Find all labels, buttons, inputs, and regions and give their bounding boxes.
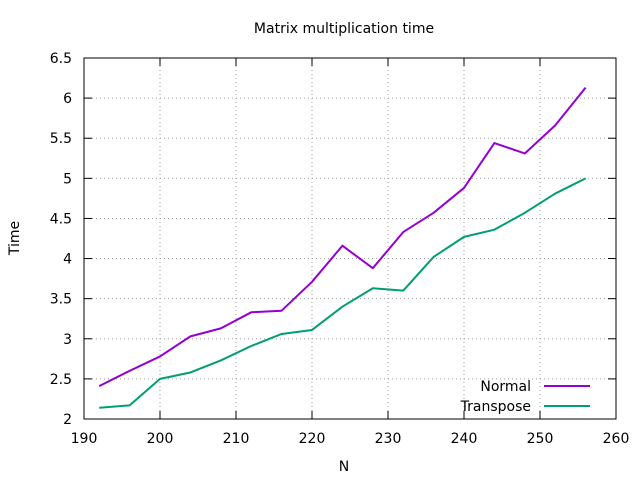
plot-frame [83, 57, 617, 420]
x-tick-label: 200 [147, 431, 174, 447]
x-tick-label: 220 [299, 431, 326, 447]
legend-label-normal: Normal [480, 379, 531, 395]
grid [84, 58, 616, 419]
y-tick-label: 2.5 [50, 372, 72, 388]
y-tick-label: 5.5 [50, 131, 72, 147]
legend: Normal Transpose [460, 379, 590, 415]
x-tick-label: 240 [451, 431, 478, 447]
y-tick-label: 4.5 [50, 211, 72, 227]
y-tick-label: 4 [63, 252, 72, 268]
y-axis-label: Time [7, 221, 23, 256]
x-tick-label: 210 [223, 431, 250, 447]
x-tick-label: 250 [527, 431, 554, 447]
y-tick-label: 6 [63, 91, 72, 107]
x-tick-label: 260 [603, 431, 630, 447]
y-tick-label: 3.5 [50, 292, 72, 308]
series-group [98, 87, 587, 409]
series-line-normal [98, 87, 587, 388]
chart-title: Matrix multiplication time [254, 21, 434, 37]
legend-label-transpose: Transpose [460, 399, 531, 415]
y-tick-label: 5 [63, 171, 72, 187]
series-line-transpose [99, 177, 587, 409]
x-tick-label: 190 [71, 431, 98, 447]
x-tick-label: 230 [375, 431, 402, 447]
y-tick-label: 2 [63, 412, 72, 428]
x-axis-label: N [339, 459, 349, 475]
axis-ticks: 190 200 210 220 230 240 250 260 2 2.5 3 3.5 4 4.5 5 5.5… [50, 51, 630, 447]
y-tick-label: 3 [63, 332, 72, 348]
y-tick-label: 6.5 [50, 51, 72, 67]
